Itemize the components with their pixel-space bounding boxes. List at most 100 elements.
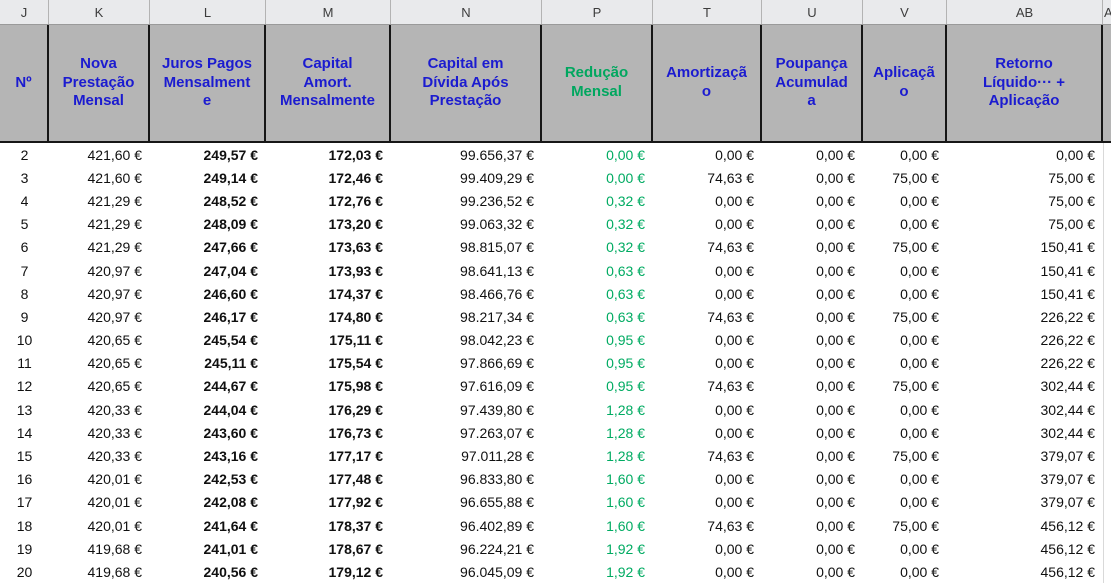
cell-n-11[interactable]: 11 <box>17 355 32 372</box>
cell-nd-7[interactable]: 98.641,13 € <box>460 262 534 279</box>
cell-p-12[interactable]: 0,95 € <box>606 378 645 395</box>
cell-l-10[interactable]: 245,54 € <box>203 332 259 349</box>
cell-u-19[interactable]: 0,00 € <box>816 540 855 557</box>
column-letter-J[interactable]: J <box>0 0 49 24</box>
cell-k-9[interactable]: 420,97 € <box>87 308 143 325</box>
cell-v-15[interactable]: 75,00 € <box>892 448 939 465</box>
cell-n-20[interactable]: 20 <box>16 563 33 580</box>
cell-n-19[interactable]: 19 <box>16 540 33 557</box>
cell-v-16[interactable]: 0,00 € <box>900 471 939 488</box>
cell-u-18[interactable]: 0,00 € <box>816 517 855 534</box>
cell-k-16[interactable]: 420,01 € <box>87 471 143 488</box>
cell-k-12[interactable]: 420,65 € <box>87 378 143 395</box>
cell-m-4[interactable]: 172,76 € <box>328 192 384 209</box>
cell-u-9[interactable]: 0,00 € <box>816 308 855 325</box>
cell-m-6[interactable]: 173,63 € <box>328 239 384 256</box>
cell-n-18[interactable]: 18 <box>16 517 33 534</box>
cell-t-17[interactable]: 0,00 € <box>715 494 754 511</box>
cell-n-17[interactable]: 17 <box>16 494 33 511</box>
cell-nd-18[interactable]: 96.402,89 € <box>460 517 534 534</box>
cell-m-15[interactable]: 177,17 € <box>328 448 384 465</box>
cell-m-13[interactable]: 176,29 € <box>328 401 384 418</box>
cell-ab-12[interactable]: 302,44 € <box>1040 378 1096 395</box>
cell-t-16[interactable]: 0,00 € <box>715 471 754 488</box>
cell-stub[interactable] <box>1103 189 1111 213</box>
header-cell-n[interactable]: Nº <box>0 25 49 141</box>
cell-m-2[interactable]: 172,03 € <box>328 146 384 163</box>
cell-v-12[interactable]: 75,00 € <box>892 378 939 395</box>
cell-l-7[interactable]: 247,04 € <box>203 262 259 279</box>
cell-m-18[interactable]: 178,37 € <box>328 517 384 534</box>
cell-l-17[interactable]: 242,08 € <box>203 494 259 511</box>
cell-u-4[interactable]: 0,00 € <box>816 192 855 209</box>
cell-n-2[interactable]: 2 <box>20 146 29 163</box>
cell-stub[interactable] <box>1103 235 1111 259</box>
header-cell-u[interactable]: Poupança Acumulad a <box>762 25 863 141</box>
cell-nd-6[interactable]: 98.815,07 € <box>460 239 534 256</box>
cell-p-10[interactable]: 0,95 € <box>606 332 645 349</box>
cell-k-5[interactable]: 421,29 € <box>87 216 143 233</box>
cell-v-7[interactable]: 0,00 € <box>900 262 939 279</box>
cell-ab-18[interactable]: 456,12 € <box>1040 517 1096 534</box>
column-letter-V[interactable]: V <box>863 0 947 24</box>
cell-k-19[interactable]: 419,68 € <box>87 540 143 557</box>
cell-n-7[interactable]: 7 <box>20 262 29 279</box>
cell-u-16[interactable]: 0,00 € <box>816 471 855 488</box>
header-cell-empty[interactable] <box>1103 25 1111 141</box>
cell-l-9[interactable]: 246,17 € <box>203 308 259 325</box>
cell-nd-9[interactable]: 98.217,34 € <box>460 308 534 325</box>
cell-k-10[interactable]: 420,65 € <box>87 332 143 349</box>
cell-nd-16[interactable]: 96.833,80 € <box>460 471 534 488</box>
cell-t-4[interactable]: 0,00 € <box>715 192 754 209</box>
cell-u-20[interactable]: 0,00 € <box>816 563 855 580</box>
cell-t-3[interactable]: 74,63 € <box>707 169 754 186</box>
cell-stub[interactable] <box>1103 421 1111 445</box>
cell-v-8[interactable]: 0,00 € <box>900 285 939 302</box>
cell-ab-11[interactable]: 226,22 € <box>1040 355 1096 372</box>
header-cell-ab[interactable]: Retorno Líquido··· + Aplicação <box>947 25 1103 141</box>
cell-stub[interactable] <box>1103 212 1111 236</box>
cell-ab-7[interactable]: 150,41 € <box>1040 262 1096 279</box>
column-letter-N[interactable]: N <box>391 0 542 24</box>
cell-v-10[interactable]: 0,00 € <box>900 332 939 349</box>
cell-ab-13[interactable]: 302,44 € <box>1040 401 1096 418</box>
cell-u-13[interactable]: 0,00 € <box>816 401 855 418</box>
cell-m-7[interactable]: 173,93 € <box>328 262 384 279</box>
cell-nd-2[interactable]: 99.656,37 € <box>460 146 534 163</box>
header-cell-k[interactable]: Nova Prestação Mensal <box>49 25 150 141</box>
cell-m-8[interactable]: 174,37 € <box>328 285 384 302</box>
cell-t-7[interactable]: 0,00 € <box>715 262 754 279</box>
cell-p-8[interactable]: 0,63 € <box>606 285 645 302</box>
cell-l-11[interactable]: 245,11 € <box>204 355 258 372</box>
cell-l-15[interactable]: 243,16 € <box>203 448 259 465</box>
cell-t-11[interactable]: 0,00 € <box>715 355 754 372</box>
cell-k-15[interactable]: 420,33 € <box>87 448 143 465</box>
cell-t-5[interactable]: 0,00 € <box>715 216 754 233</box>
cell-l-5[interactable]: 248,09 € <box>203 216 259 233</box>
cell-stub[interactable] <box>1103 514 1111 538</box>
cell-l-2[interactable]: 249,57 € <box>203 146 259 163</box>
cell-n-15[interactable]: 15 <box>16 448 33 465</box>
cell-p-19[interactable]: 1,92 € <box>606 540 645 557</box>
cell-p-13[interactable]: 1,28 € <box>606 401 645 418</box>
cell-stub[interactable] <box>1103 305 1111 329</box>
cell-u-2[interactable]: 0,00 € <box>816 146 855 163</box>
cell-k-17[interactable]: 420,01 € <box>87 494 143 511</box>
cell-p-6[interactable]: 0,32 € <box>606 239 645 256</box>
cell-ab-19[interactable]: 456,12 € <box>1040 540 1096 557</box>
cell-l-20[interactable]: 240,56 € <box>203 563 259 580</box>
column-letter-U[interactable]: U <box>762 0 863 24</box>
cell-p-7[interactable]: 0,63 € <box>606 262 645 279</box>
cell-v-20[interactable]: 0,00 € <box>900 563 939 580</box>
cell-l-12[interactable]: 244,67 € <box>203 378 259 395</box>
cell-k-3[interactable]: 421,60 € <box>87 169 143 186</box>
cell-n-9[interactable]: 9 <box>20 308 29 325</box>
cell-p-4[interactable]: 0,32 € <box>606 192 645 209</box>
cell-ab-15[interactable]: 379,07 € <box>1040 448 1096 465</box>
header-cell-t[interactable]: Amortizaçã o <box>653 25 762 141</box>
cell-u-3[interactable]: 0,00 € <box>816 169 855 186</box>
cell-k-6[interactable]: 421,29 € <box>87 239 143 256</box>
cell-nd-14[interactable]: 97.263,07 € <box>460 424 534 441</box>
cell-k-14[interactable]: 420,33 € <box>87 424 143 441</box>
cell-u-10[interactable]: 0,00 € <box>816 332 855 349</box>
